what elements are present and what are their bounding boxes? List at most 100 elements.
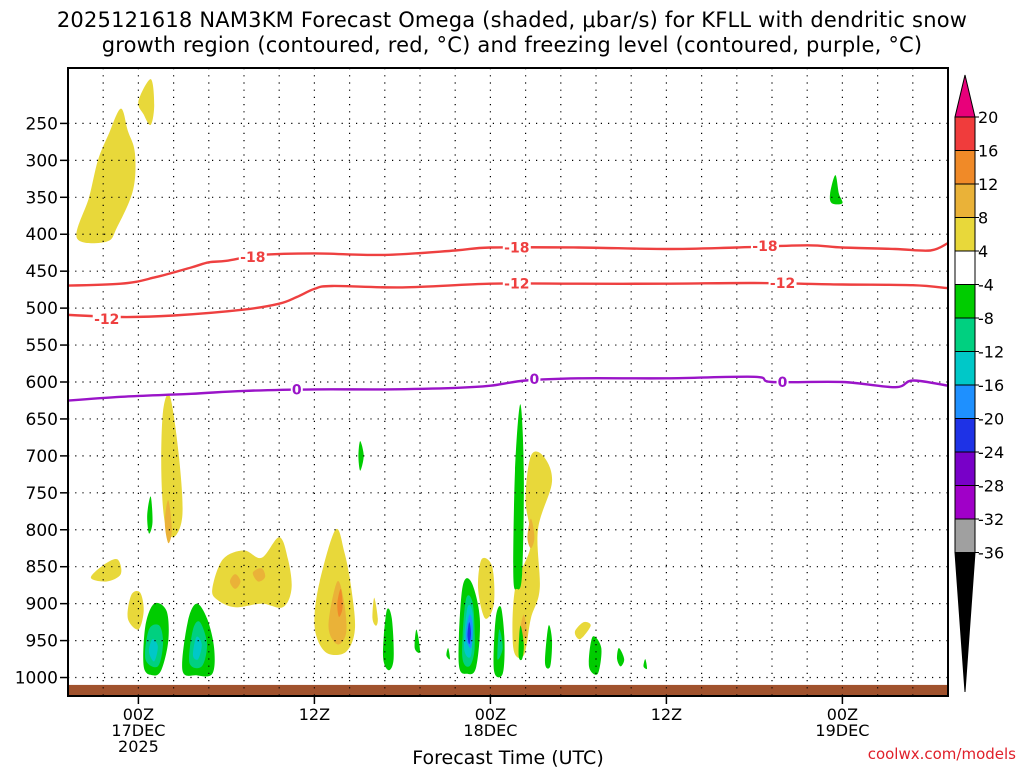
contour-0 (68, 375, 948, 402)
x-tick-label-4-2: 19DEC (815, 721, 869, 740)
omega-region-low-positive-h (512, 451, 553, 659)
omega-region-neg-10 (513, 404, 524, 590)
y-tick-label-600: 600 (26, 373, 58, 393)
colorbar-label-11: -28 (978, 477, 1004, 496)
omega-region-neg-4 (358, 441, 364, 471)
colorbar: 20 16 12 8 4 -4 -8 -12 -16 -20 -24 -28 -32 -36 (954, 74, 1004, 693)
y-tick-label-650: 650 (26, 410, 58, 430)
colorbar-label-7: -12 (978, 343, 1004, 362)
omega-region-low-positive-b (90, 558, 122, 582)
omega-region-low-positive-f (372, 597, 378, 626)
x-tick-label-0-3: 2025 (118, 737, 159, 756)
contour-minus18 (68, 241, 948, 287)
colorbar-label-4: 4 (978, 242, 988, 261)
y-tick-label-550: 550 (26, 336, 58, 356)
colorbar-label-3: 8 (978, 209, 988, 228)
contour-0-label: 0 (530, 372, 540, 388)
contour-minus18-label: -18 (752, 239, 777, 255)
omega-region-low-orange-h (527, 518, 535, 549)
x-tick-label-3-1: 12Z (651, 705, 682, 724)
y-tick-label-350: 350 (26, 188, 58, 208)
y-tick-label-900: 900 (26, 595, 58, 615)
colorbar-band--4_4 (954, 250, 976, 285)
y-tick-label-500: 500 (26, 299, 58, 319)
colorbar-label-12: -32 (978, 510, 1004, 529)
contour-minus12-label-bg (768, 274, 797, 291)
omega-region-neg-10-low (518, 625, 524, 661)
chart-title-line-2: growth region (contoured, red, °C) and f… (101, 33, 923, 57)
contour-0-label-bg (528, 371, 541, 388)
colorbar-label-1: 16 (978, 142, 998, 161)
colorbar-extend-low (954, 552, 976, 693)
colorbar-band--32_-28 (954, 485, 976, 520)
omega-region-neg-13 (617, 648, 625, 667)
omega-region-neg-6 (414, 629, 421, 653)
colorbar-label-0: 20 (978, 108, 998, 127)
colorbar-band-8_12 (954, 183, 976, 218)
omega-region-neg-2-cyan (192, 636, 202, 660)
colorbar-band--16_-12 (954, 351, 976, 386)
y-tick-label-450: 450 (26, 262, 58, 282)
contour-minus18-label-bg (238, 249, 267, 266)
x-tick-label-0-2: 17DEC (111, 721, 165, 740)
colorbar-label-5: -4 (978, 276, 994, 295)
contour-minus12-label-bg (502, 275, 531, 292)
omega-region-low-positive-c (127, 590, 144, 630)
contour-minus18-label: -18 (504, 241, 529, 257)
contour-minus18-label: -18 (240, 250, 265, 266)
x-tick-label-0-1: 00Z (123, 705, 154, 724)
omega-region-neg-12 (588, 636, 602, 675)
colorbar-band-4_8 (954, 217, 976, 252)
y-tick-label-300: 300 (26, 151, 58, 171)
omega-region-low-red-e (337, 588, 343, 617)
x-tick-label-1-1: 12Z (299, 705, 330, 724)
omega-region-neg-8-deep (467, 622, 471, 645)
contour-0-label-bg (290, 381, 303, 398)
omega-region-neg-9-teal (497, 629, 503, 660)
colorbar-band--24_-20 (954, 418, 976, 453)
contour-layer: -18 -18 -18 -12 -12 -12 0 0 0 (68, 238, 948, 402)
omega-region-upper-positive-1 (76, 108, 136, 244)
contour-0-label-bg (776, 374, 789, 390)
x-axis-title: Forecast Time (UTC) (412, 747, 603, 768)
site-credit[interactable]: coolwx.com/models (867, 745, 1016, 763)
x-tick-label-4-1: 00Z (827, 705, 858, 724)
colorbar-band-16_20 (954, 116, 976, 151)
contour-minus12 (68, 281, 948, 319)
contour-minus12-label: -12 (504, 277, 529, 293)
contour-minus12-label-bg (92, 311, 121, 328)
contour-minus18-label-bg (750, 238, 779, 255)
contour-minus18-label-bg (502, 239, 531, 256)
y-tick-label-400: 400 (26, 225, 58, 245)
colorbar-label-13: -36 (978, 544, 1004, 563)
ground-surface (68, 684, 948, 696)
colorbar-label-8: -16 (978, 376, 1004, 395)
omega-region-low-positive-d (212, 537, 292, 608)
contour-minus12-label: -12 (770, 276, 795, 292)
y-tick-label-800: 800 (26, 521, 58, 541)
colorbar-band--8_-4 (954, 284, 976, 319)
y-tick-label-1000: 1000 (15, 669, 58, 689)
omega-region-neg-3 (147, 496, 153, 534)
omega-region-low-orange-d2 (252, 568, 266, 582)
colorbar-band--28_-24 (954, 451, 976, 486)
colorbar-band-12_16 (954, 150, 976, 185)
colorbar-band--36_-32 (954, 518, 976, 553)
omega-region-low-positive-i (574, 621, 591, 640)
omega-region-low-orange-d (229, 574, 241, 589)
contour-minus12-label: -12 (94, 312, 119, 328)
colorbar-label-2: 12 (978, 175, 998, 194)
omega-region-neg-14 (643, 659, 648, 670)
y-tick-label-250: 250 (26, 114, 58, 134)
colorbar-label-6: -8 (978, 309, 994, 328)
colorbar-band--20_-16 (954, 384, 976, 419)
omega-region-upper-positive-2 (138, 79, 155, 126)
y-tick-label-700: 700 (26, 447, 58, 467)
contour-0-label: 0 (778, 375, 788, 391)
x-tick-label-2-1: 00Z (475, 705, 506, 724)
colorbar-label-10: -24 (978, 443, 1004, 462)
omega-region-neg-7 (446, 647, 450, 660)
omega-region-low-orange-tall (164, 500, 172, 544)
colorbar-label-9: -20 (978, 410, 1004, 429)
omega-region-upper-negative (829, 175, 843, 205)
